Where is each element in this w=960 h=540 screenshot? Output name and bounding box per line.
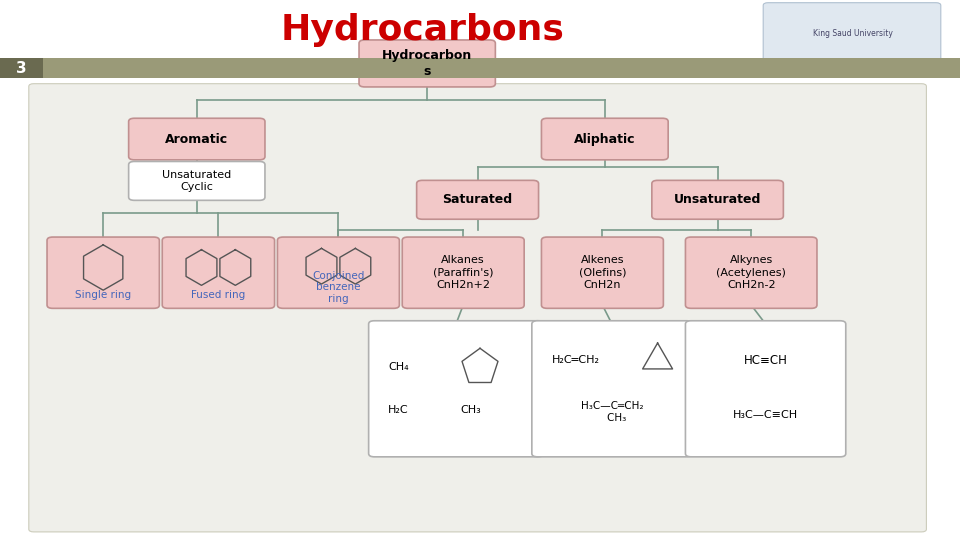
Text: Single ring: Single ring [75, 289, 132, 300]
FancyBboxPatch shape [652, 180, 783, 219]
FancyBboxPatch shape [277, 237, 399, 308]
Text: H₃C—C≡CH: H₃C—C≡CH [733, 410, 798, 420]
Text: CH₄: CH₄ [388, 362, 409, 372]
FancyBboxPatch shape [129, 161, 265, 200]
FancyBboxPatch shape [369, 321, 543, 457]
FancyBboxPatch shape [359, 40, 495, 87]
FancyBboxPatch shape [763, 3, 941, 65]
FancyBboxPatch shape [47, 237, 159, 308]
Text: Alkanes
(Paraffin's)
CnH2n+2: Alkanes (Paraffin's) CnH2n+2 [433, 255, 493, 290]
Text: Alkenes
(Olefins)
CnH2n: Alkenes (Olefins) CnH2n [579, 255, 626, 290]
FancyBboxPatch shape [162, 237, 275, 308]
Text: Hydrocarbon
s: Hydrocarbon s [382, 49, 472, 78]
FancyBboxPatch shape [541, 118, 668, 160]
FancyBboxPatch shape [532, 321, 692, 457]
Text: H₂C: H₂C [388, 406, 409, 415]
FancyBboxPatch shape [541, 237, 663, 308]
Bar [0, 58, 960, 78]
Text: H₂C═CH₂: H₂C═CH₂ [552, 355, 600, 365]
Text: Unsaturated
Cyclic: Unsaturated Cyclic [162, 170, 231, 192]
FancyBboxPatch shape [402, 237, 524, 308]
Text: Hydrocarbons: Hydrocarbons [280, 13, 564, 46]
Text: 3: 3 [15, 60, 27, 76]
Text: HC≡CH: HC≡CH [744, 354, 787, 367]
FancyBboxPatch shape [685, 321, 846, 457]
Text: Aromatic: Aromatic [165, 132, 228, 146]
FancyBboxPatch shape [417, 180, 539, 219]
FancyBboxPatch shape [29, 84, 926, 532]
Text: Conjoined
benzene
ring: Conjoined benzene ring [312, 271, 365, 304]
FancyBboxPatch shape [129, 118, 265, 160]
Text: Aliphatic: Aliphatic [574, 132, 636, 146]
Text: Fused ring: Fused ring [191, 289, 246, 300]
Text: Alkynes
(Acetylenes)
CnH2n-2: Alkynes (Acetylenes) CnH2n-2 [716, 255, 786, 290]
Bar [0, 58, 43, 78]
Text: CH₃: CH₃ [460, 406, 481, 415]
Text: Unsaturated: Unsaturated [674, 193, 761, 206]
Text: King Saud University: King Saud University [812, 29, 893, 38]
FancyBboxPatch shape [685, 237, 817, 308]
Text: H₃C—C═CH₂
        CH₃: H₃C—C═CH₂ CH₃ [581, 401, 643, 423]
Text: Saturated: Saturated [443, 193, 513, 206]
